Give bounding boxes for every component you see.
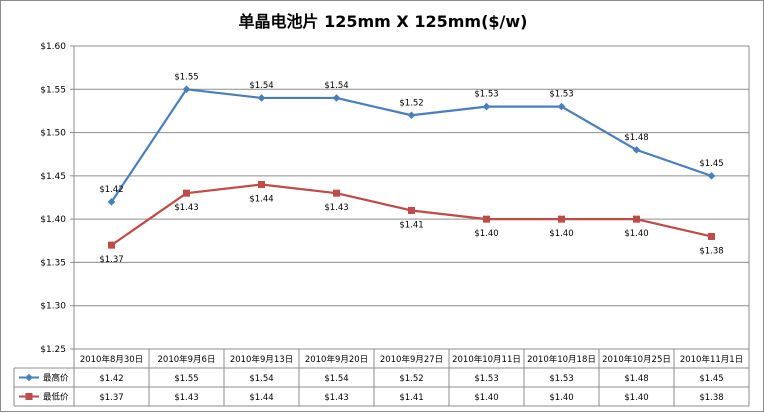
x-category-label: 2010年9月27日 [380, 354, 443, 365]
data-point [25, 393, 33, 400]
data-point [482, 102, 491, 111]
data-label: $1.52 [399, 98, 423, 108]
y-tick-label: $1.55 [40, 85, 66, 95]
chart-title: 单晶电池片 125mm X 125mm($/w) [239, 12, 528, 31]
x-category-label: 2010年10月11日 [452, 354, 521, 365]
x-category-label: 2010年10月25日 [602, 354, 671, 365]
y-tick-label: $1.25 [40, 345, 66, 355]
data-point [107, 198, 116, 206]
y-tick-label: $1.30 [40, 302, 66, 312]
table-cell: $1.54 [324, 374, 348, 384]
series-line [110, 183, 712, 247]
y-tick-label: $1.45 [40, 172, 66, 182]
data-label: $1.43 [324, 203, 348, 213]
table-cell: $1.48 [624, 374, 648, 384]
x-category-label: 2010年9月20日 [305, 354, 368, 365]
series-group [107, 85, 716, 249]
data-point [257, 94, 266, 102]
data-label: $1.53 [549, 90, 573, 100]
data-point [633, 215, 640, 223]
legend-label: 最高价 [43, 373, 69, 384]
data-labels: $1.42 $1.55 $1.54 $1.54 $1.52 $1.53 $1.53 $1.48… [99, 72, 723, 265]
table-cell: $1.44 [249, 393, 273, 403]
data-point [25, 373, 33, 382]
data-label: $1.43 [174, 203, 198, 213]
table-cell: $1.52 [399, 374, 423, 384]
data-label: $1.40 [624, 229, 648, 239]
data-label: $1.54 [324, 81, 348, 91]
y-tick-label: $1.35 [40, 258, 66, 268]
x-category-label: 2010年8月30日 [80, 354, 143, 365]
y-tick-label: $1.50 [40, 129, 66, 139]
data-label: $1.44 [249, 195, 273, 205]
y-tick-label: $1.40 [40, 215, 66, 225]
table-cell: $1.53 [474, 374, 498, 384]
x-category-label: 2010年10月18日 [527, 354, 596, 365]
table-cell: $1.40 [549, 393, 573, 403]
y-tick-label: $1.60 [40, 42, 66, 52]
table-cell: $1.53 [549, 374, 573, 384]
data-label: $1.53 [474, 90, 498, 100]
data-label: $1.48 [624, 133, 648, 143]
legend-label: 最低价 [43, 392, 69, 403]
data-point [632, 146, 641, 154]
data-point [483, 215, 490, 223]
data-point [557, 102, 566, 111]
data-point [708, 232, 715, 240]
data-label: $1.54 [249, 81, 273, 91]
table-cell: $1.43 [324, 393, 348, 403]
data-point [408, 206, 415, 214]
table-cell: $1.40 [474, 393, 498, 403]
data-point [183, 189, 190, 197]
data-point [108, 241, 115, 249]
data-label: $1.41 [399, 220, 423, 230]
x-category-label: 2010年9月6日 [158, 354, 216, 365]
table-cell: $1.45 [699, 374, 723, 384]
table-cell: $1.42 [99, 374, 123, 384]
data-label: $1.55 [174, 72, 198, 82]
data-label: $1.40 [474, 229, 498, 239]
table-cell: $1.41 [399, 393, 423, 403]
table-cell: $1.55 [174, 374, 198, 384]
data-point [558, 215, 565, 223]
table-cell: $1.37 [99, 393, 123, 403]
gridlines [73, 45, 750, 350]
data-point [182, 85, 191, 94]
table-cell: $1.38 [699, 393, 723, 403]
data-label: $1.45 [699, 159, 723, 169]
x-category-label: 2010年9月13日 [230, 354, 293, 365]
data-point [332, 94, 341, 102]
table-cell: $1.40 [624, 393, 648, 403]
data-point [707, 172, 716, 180]
data-label: $1.40 [549, 229, 573, 239]
data-label: $1.42 [99, 185, 123, 195]
table-cell: $1.54 [249, 374, 273, 384]
data-label: $1.38 [699, 246, 723, 256]
data-label: $1.37 [99, 255, 123, 265]
data-point [407, 111, 416, 120]
y-axis: $1.25 $1.30 $1.35 $1.40 $1.45 $1.50 $1.55 $1.60 [40, 42, 74, 355]
table-cell: $1.43 [174, 393, 198, 403]
data-table: 2010年8月30日 2010年9月6日 2010年9月13日 2010年9月20日 2… [13, 348, 750, 407]
x-category-label: 2010年11月1日 [680, 354, 743, 365]
data-point [258, 181, 265, 189]
data-point [333, 189, 340, 197]
